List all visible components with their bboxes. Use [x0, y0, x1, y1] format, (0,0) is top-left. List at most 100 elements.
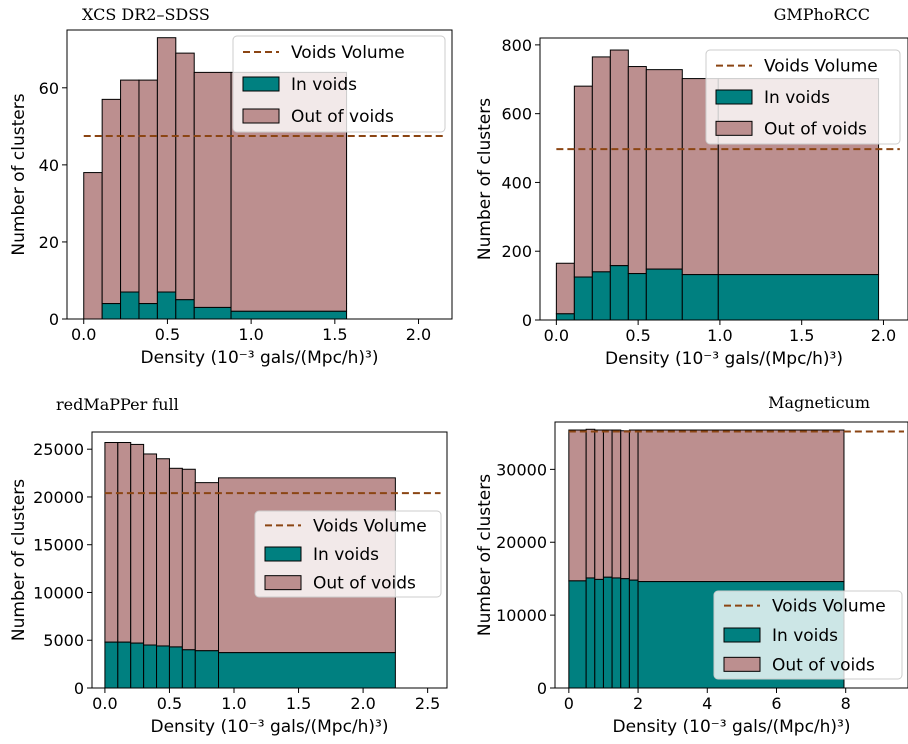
bar-out-of-voids [83, 172, 103, 320]
bar-out-of-voids [637, 429, 845, 583]
x-tick-label: 0 [564, 694, 574, 713]
bar-in-voids [594, 578, 604, 689]
bar-out-of-voids [609, 49, 629, 267]
bar-in-voids [120, 291, 140, 320]
legend-label-out-of-voids: Out of voids [772, 655, 875, 675]
chart-title: redMaPPer full [56, 395, 179, 414]
y-tick-label: 10000 [33, 583, 84, 602]
bar-in-voids [130, 642, 145, 689]
bar-in-voids [609, 265, 629, 321]
chart-panel-3: redMaPPer full 0.0 0.5 1.0 1.5 2.0 2.5 0 5000 100… [9, 395, 448, 737]
bar-out-of-voids [175, 52, 195, 301]
bar-in-voids [555, 313, 575, 321]
legend: Voids Volume In voids Out of voids [254, 510, 442, 598]
legend-label-voids-volume: Voids Volume [772, 597, 886, 617]
y-tick-label: 0 [49, 310, 59, 329]
x-tick-label: 2.0 [406, 325, 431, 344]
bar-in-voids [591, 271, 611, 321]
bar-out-of-voids [555, 262, 575, 315]
x-tick-label: 0.5 [625, 326, 650, 345]
x-axis-label: Density (10⁻³ gals/(Mpc/h)³) [140, 348, 378, 368]
bar-out-of-voids [168, 467, 183, 648]
y-tick-label: 60 [39, 79, 59, 98]
bar-out-of-voids [101, 98, 122, 305]
y-tick-label: 25000 [33, 440, 84, 459]
bar-out-of-voids [104, 442, 119, 643]
bar-in-voids [181, 649, 196, 689]
y-axis-label: Number of clusters [475, 474, 495, 636]
bar-out-of-voids [602, 429, 613, 578]
bar-in-voids [175, 299, 195, 320]
y-tick-label: 40 [39, 156, 59, 175]
legend-swatch-out-of-voids [264, 575, 302, 591]
bar-in-voids [628, 579, 639, 689]
y-tick-label: 800 [501, 36, 532, 55]
chart-title: Magneticum [768, 393, 870, 412]
bar-out-of-voids [591, 56, 611, 273]
bar-in-voids [138, 303, 158, 320]
y-axis-label: Number of clusters [9, 93, 29, 255]
axes-frame [539, 37, 908, 321]
bar-in-voids [620, 578, 630, 689]
legend-swatch-in-voids [723, 627, 761, 643]
bar-out-of-voids [194, 482, 220, 652]
x-tick-label: 1.5 [789, 326, 814, 345]
x-tick-label: 1.5 [286, 694, 311, 713]
bar-in-voids [101, 303, 122, 320]
bar-in-voids [585, 577, 596, 689]
bar-in-voids [218, 652, 396, 689]
y-tick-label: 20000 [496, 533, 547, 552]
bar-out-of-voids [585, 428, 596, 579]
chart-title: GMPhoRCC [774, 5, 870, 24]
legend-swatch-out-of-voids [242, 108, 280, 124]
x-tick-label: 1.0 [221, 694, 246, 713]
x-tick-label: 8 [841, 694, 851, 713]
legend-label-voids-volume: Voids Volume [764, 57, 878, 77]
bar-out-of-voids [156, 458, 170, 647]
x-tick-label: 0.0 [92, 694, 117, 713]
bar-in-voids [104, 641, 119, 689]
legend: Voids Volume In voids Out of voids [713, 590, 903, 680]
bar-in-voids [568, 580, 587, 689]
bar-out-of-voids [181, 468, 196, 651]
x-axis-label: Density (10⁻³ gals/(Mpc/h)³) [612, 717, 850, 737]
x-tick-label: 2 [633, 694, 643, 713]
y-tick-label: 0 [74, 679, 84, 698]
x-tick-label: 2.0 [350, 694, 375, 713]
bar-out-of-voids [143, 453, 158, 646]
y-tick-label: 400 [501, 173, 532, 192]
x-tick-label: 6 [771, 694, 781, 713]
bar-in-voids [230, 310, 348, 320]
x-tick-label: 2.5 [415, 694, 440, 713]
bar-in-voids [168, 646, 183, 689]
legend-swatch-in-voids [264, 546, 302, 562]
legend-label-in-voids: In voids [291, 75, 357, 95]
legend-label-voids-volume: Voids Volume [291, 43, 405, 63]
y-tick-label: 0 [522, 311, 532, 330]
legend-box [705, 49, 901, 145]
legend: Voids Volume In voids Out of voids [232, 35, 446, 133]
y-tick-label: 30000 [496, 460, 547, 479]
x-tick-label: 0.0 [544, 326, 569, 345]
y-tick-label: 15000 [33, 536, 84, 555]
bar-out-of-voids [611, 429, 622, 579]
y-axis-label: Number of clusters [475, 98, 495, 260]
bar-in-voids [627, 273, 647, 321]
bar-in-voids [573, 276, 593, 321]
bar-out-of-voids [138, 79, 158, 305]
bar-out-of-voids [156, 37, 177, 293]
legend-swatch-out-of-voids [723, 656, 761, 672]
legend-swatch-in-voids [242, 76, 280, 92]
bar-out-of-voids [620, 430, 630, 580]
y-axis-label: Number of clusters [9, 479, 29, 641]
bar-out-of-voids [117, 442, 132, 643]
bar-in-voids [143, 644, 158, 689]
x-axis-label: Density (10⁻³ gals/(Mpc/h)³) [150, 717, 388, 737]
y-tick-label: 20 [39, 233, 59, 252]
legend-label-in-voids: In voids [772, 626, 838, 646]
bar-out-of-voids [568, 429, 587, 582]
legend-label-in-voids: In voids [313, 545, 379, 565]
x-axis-label: Density (10⁻³ gals/(Mpc/h)³) [605, 349, 843, 369]
y-tick-label: 10000 [496, 606, 547, 625]
